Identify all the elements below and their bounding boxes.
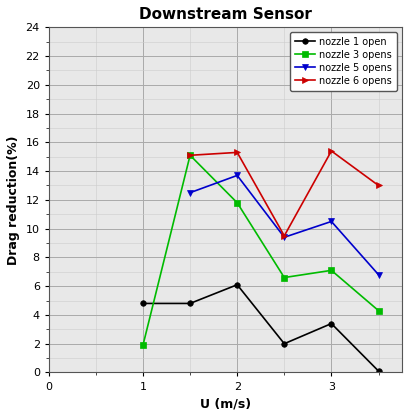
nozzle 6 opens [282,234,287,239]
nozzle 1 open [235,282,240,287]
Legend: nozzle 1 open, nozzle 3 opens, nozzle 5 opens, nozzle 6 opens: nozzle 1 open, nozzle 3 opens, nozzle 5 … [290,32,397,90]
nozzle 3 opens [376,308,381,313]
nozzle 5 opens [235,173,240,178]
nozzle 3 opens [329,268,334,273]
nozzle 6 opens [235,150,240,155]
nozzle 5 opens [376,272,381,277]
nozzle 3 opens [235,200,240,205]
X-axis label: U (m/s): U (m/s) [200,397,251,410]
nozzle 1 open [282,341,287,346]
Line: nozzle 1 open: nozzle 1 open [140,282,381,374]
nozzle 5 opens [188,190,193,195]
nozzle 1 open [376,369,381,374]
Title: Downstream Sensor: Downstream Sensor [139,7,312,22]
Line: nozzle 6 opens: nozzle 6 opens [187,148,381,239]
nozzle 5 opens [329,219,334,224]
nozzle 5 opens [282,235,287,240]
Y-axis label: Drag reduction(%): Drag reduction(%) [7,135,20,265]
nozzle 6 opens [188,153,193,158]
nozzle 1 open [141,301,146,306]
nozzle 1 open [188,301,193,306]
nozzle 1 open [329,321,334,326]
Line: nozzle 5 opens: nozzle 5 opens [187,173,381,277]
nozzle 3 opens [282,275,287,280]
nozzle 6 opens [329,148,334,153]
Line: nozzle 3 opens: nozzle 3 opens [140,153,381,348]
nozzle 3 opens [141,343,146,348]
nozzle 3 opens [188,153,193,158]
nozzle 6 opens [376,183,381,188]
